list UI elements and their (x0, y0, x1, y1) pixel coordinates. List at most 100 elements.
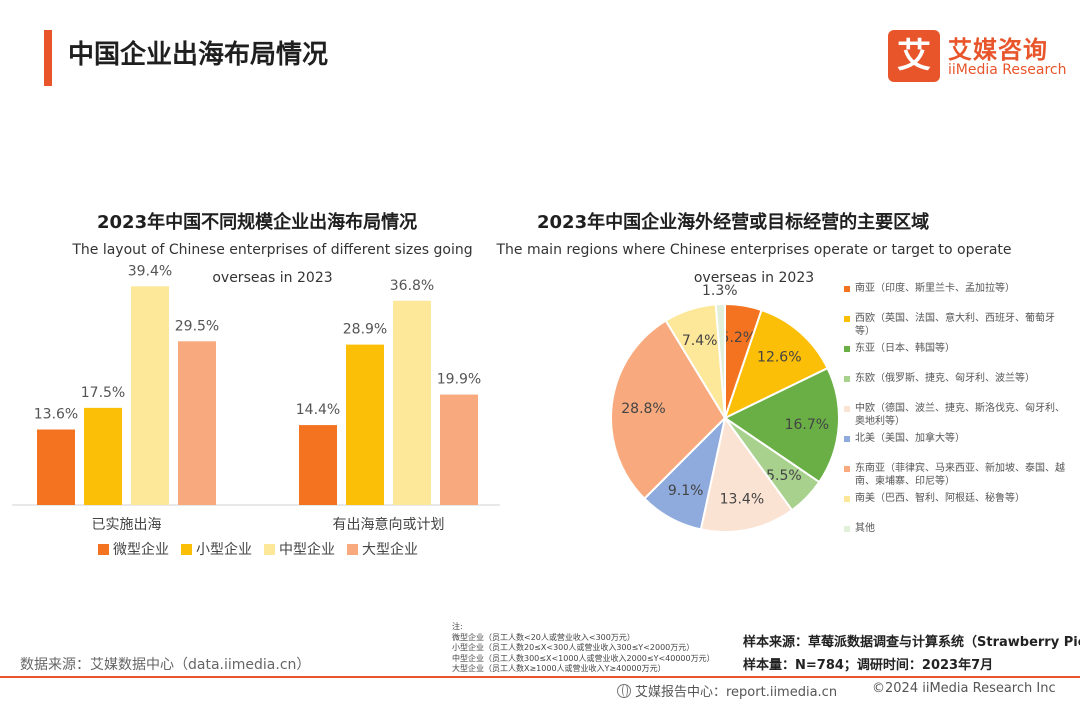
pie-legend-item: 南亚（印度、斯里兰卡、孟加拉等） (844, 282, 1015, 295)
pie-legend-item: 中欧（德国、波兰、捷克、斯洛伐克、匈牙利、奥地利等） (844, 402, 1066, 428)
pie-value-label: 7.4% (682, 333, 718, 349)
pie-slice-2 (723, 366, 840, 484)
pie-legend-item: 南美（巴西、智利、阿根廷、秘鲁等） (844, 492, 1025, 505)
pie-slice-6 (610, 319, 727, 501)
bar-value-label: 19.9% (437, 372, 481, 388)
logo-en-text: iiMedia Research (948, 62, 1067, 78)
bar-value-label: 29.5% (175, 318, 219, 334)
note-line: 微型企业（员工人数<20人或营业收入<300万元） (452, 632, 635, 642)
legend-label: 小型企业 (196, 542, 252, 558)
pie-legend-item: 西欧（英国、法国、意大利、西班牙、葡萄牙等） (844, 312, 1066, 338)
pie-legend-label: 东南亚（菲律宾、马来西亚、新加坡、泰国、越南、柬埔寨、印尼等） (855, 463, 1065, 487)
pie-legend-item: 东亚（日本、韩国等） (844, 342, 955, 355)
note-line: 中型企业（员工人数300≤X<1000人或营业收入2000≤Y<40000万元） (452, 653, 715, 663)
legend-swatch (98, 543, 109, 555)
pie-legend-swatch (844, 286, 850, 292)
pie-slice-8 (714, 302, 726, 419)
logo-mark: 艾 (888, 30, 940, 82)
data-source: 数据来源：艾媒数据中心（data.iimedia.cn） (20, 657, 311, 673)
pie-legend-swatch (844, 346, 850, 352)
sample-source: 样本来源：草莓派数据调查与计算系统（Strawberry Pie） (743, 635, 1080, 650)
pie-value-label: 28.8% (621, 401, 665, 417)
copyright: ©2024 iiMedia Research Inc (872, 681, 1056, 696)
pie-value-label: 12.6% (757, 349, 801, 365)
bar-0-1 (84, 407, 122, 505)
pie-chart-subtitle: The main regions where Chinese enterpris… (494, 236, 1014, 292)
bar-chart-legend: 微型企业 小型企业 中型企业 大型企业 (98, 539, 418, 559)
bar-chart-subtitle: The layout of Chinese enterprises of dif… (60, 236, 485, 292)
sample-size: 样本量：N=784；调研时间：2023年7月 (743, 658, 994, 673)
pie-value-label: 5.5% (766, 468, 802, 484)
bar-chart-subtitle-line1: The layout of Chinese enterprises of dif… (72, 242, 473, 258)
pie-legend-swatch (844, 376, 850, 382)
pie-value-label: 5.2% (721, 330, 757, 346)
pie-legend-item: 东欧（俄罗斯、捷克、匈牙利、波兰等） (844, 372, 1035, 385)
bar-value-label: 28.9% (343, 322, 387, 338)
pie-slice-1 (723, 308, 829, 420)
pie-legend-label: 东欧（俄罗斯、捷克、匈牙利、波兰等） (855, 373, 1035, 384)
pie-legend-swatch (844, 316, 850, 322)
pie-legend-label: 其他 (855, 523, 875, 534)
pie-value-label: 13.4% (720, 491, 764, 507)
report-center[interactable]: 艾媒报告中心：report.iimedia.cn (617, 681, 837, 700)
legend-label: 中型企业 (279, 542, 335, 558)
pie-legend-label: 东亚（日本、韩国等） (855, 343, 955, 354)
pie-slice-3 (724, 417, 821, 512)
pie-legend-swatch (844, 526, 850, 532)
pie-chart-subtitle-line2: overseas in 2023 (693, 270, 815, 286)
note-line: 小型企业（员工人数20≤X<300人或营业收入300≤Y<2000万元） (452, 643, 695, 652)
bar-value-label: 13.6% (34, 407, 78, 423)
x-category-label: 有出海意向或计划 (333, 516, 445, 533)
bar-value-label: 36.8% (390, 278, 434, 294)
pie-slice-0 (724, 302, 763, 419)
pie-chart-title: 2023年中国企业海外经营或目标经营的主要区域 (537, 212, 930, 233)
pie-legend-label: 中欧（德国、波兰、捷克、斯洛伐克、匈牙利、奥地利等） (855, 403, 1065, 427)
logo-cn-text: 艾媒咨询 (948, 36, 1048, 64)
bar-1-3 (440, 394, 478, 505)
pie-slice-7 (664, 303, 726, 419)
legend-item: 大型企业 (347, 539, 418, 559)
bar-1-1 (346, 344, 384, 505)
pie-slice-4 (699, 415, 794, 533)
sample-info: 样本来源：草莓派数据调查与计算系统（Strawberry Pie） 样本量：N=… (743, 631, 1080, 677)
note-line: 大型企业（员工人数X≥1000人或营业收入Y≥40000万元） (452, 664, 666, 673)
x-category-label: 已实施出海 (92, 517, 162, 533)
globe-icon (617, 683, 631, 698)
report-center-text[interactable]: 艾媒报告中心：report.iimedia.cn (635, 685, 838, 700)
pie-legend-label: 南美（巴西、智利、阿根廷、秘鲁等） (855, 493, 1025, 504)
bar-0-2 (131, 286, 169, 505)
bar-value-label: 17.5% (81, 385, 125, 401)
pie-legend-swatch (844, 436, 850, 442)
pie-legend-swatch (844, 466, 850, 472)
bar-value-label: 14.4% (296, 402, 340, 418)
legend-swatch (181, 543, 192, 555)
legend-label: 微型企业 (113, 542, 169, 558)
bar-chart-title: 2023年中国不同规模企业出海布局情况 (97, 212, 418, 233)
bar-value-label: 39.4% (128, 263, 172, 279)
note-line: 注: (452, 622, 463, 631)
title-accent-bar (44, 30, 52, 86)
iimedia-logo: 艾 艾媒咨询 iiMedia Research (888, 30, 1067, 82)
legend-label: 大型企业 (362, 542, 418, 558)
pie-legend-item: 东南亚（菲律宾、马来西亚、新加坡、泰国、越南、柬埔寨、印尼等） (844, 462, 1066, 488)
pie-legend-item: 北美（美国、加拿大等） (844, 432, 965, 445)
pie-legend-swatch (844, 496, 850, 502)
legend-swatch (264, 543, 275, 555)
legend-item: 微型企业 (98, 539, 169, 559)
size-definition-notes: 注: 微型企业（员工人数<20人或营业收入<300万元） 小型企业（员工人数20≤X… (452, 622, 732, 675)
footer-divider (0, 676, 1080, 678)
pie-legend-item: 其他 (844, 522, 875, 535)
pie-value-label: 9.1% (668, 483, 704, 499)
pie-legend-swatch (844, 406, 850, 412)
pie-legend-label: 北美（美国、加拿大等） (855, 433, 965, 444)
legend-swatch (347, 543, 358, 555)
pie-chart-subtitle-line1: The main regions where Chinese enterpris… (496, 242, 1012, 258)
bar-0-3 (178, 341, 216, 505)
bar-1-2 (393, 300, 431, 505)
bar-chart-subtitle-line2: overseas in 2023 (212, 270, 333, 286)
legend-item: 小型企业 (181, 539, 252, 559)
bar-1-0 (299, 425, 337, 505)
bar-chart: 13.6%17.5% 39.4% 29.5% 已实施出海 14.4% 28.9% 36.8%… (12, 263, 500, 533)
page-title: 中国企业出海布局情况 (68, 40, 329, 70)
bar-0-0 (37, 429, 75, 505)
